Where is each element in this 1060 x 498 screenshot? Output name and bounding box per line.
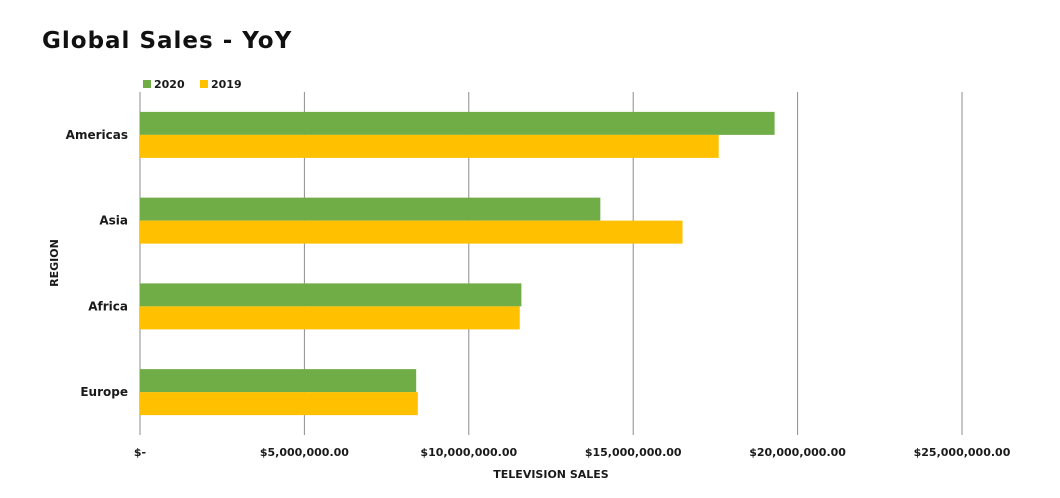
chart-title: Global Sales - YoY <box>42 28 293 54</box>
x-tick-labels: $- $5,000,000.00 $10,000,000.00 $15,000,000… <box>134 446 1011 459</box>
x-tick-label: $20,000,000.00 <box>749 446 846 459</box>
legend-label-2019: 2019 <box>211 78 242 91</box>
legend-label-2020: 2020 <box>154 78 185 91</box>
x-tick-label: $5,000,000.00 <box>260 446 349 459</box>
legend: 2020 2019 <box>143 78 242 91</box>
x-tick-label: $- <box>134 446 146 459</box>
bars <box>140 111 775 416</box>
category-labels: Americas Asia Africa Europe <box>66 128 128 399</box>
y-axis-title: REGION <box>48 239 61 287</box>
category-label: Africa <box>88 299 128 313</box>
bar-2019-asia <box>140 220 683 244</box>
bar-2020-americas <box>140 111 775 135</box>
bar-2020-europe <box>140 369 417 393</box>
legend-swatch-2020 <box>143 80 151 88</box>
x-tick-label: $10,000,000.00 <box>420 446 517 459</box>
bar-2019-africa <box>140 306 520 330</box>
category-label: Americas <box>66 128 128 142</box>
bar-2019-americas <box>140 134 719 158</box>
x-tick-label: $25,000,000.00 <box>914 446 1011 459</box>
category-label: Asia <box>99 214 128 228</box>
bar-2020-africa <box>140 283 522 307</box>
x-axis-title: TELEVISION SALES <box>493 468 609 481</box>
bar-2019-europe <box>140 392 418 416</box>
bar-2020-asia <box>140 197 601 221</box>
category-label: Europe <box>80 385 128 399</box>
legend-swatch-2019 <box>200 80 208 88</box>
x-tick-label: $15,000,000.00 <box>585 446 682 459</box>
